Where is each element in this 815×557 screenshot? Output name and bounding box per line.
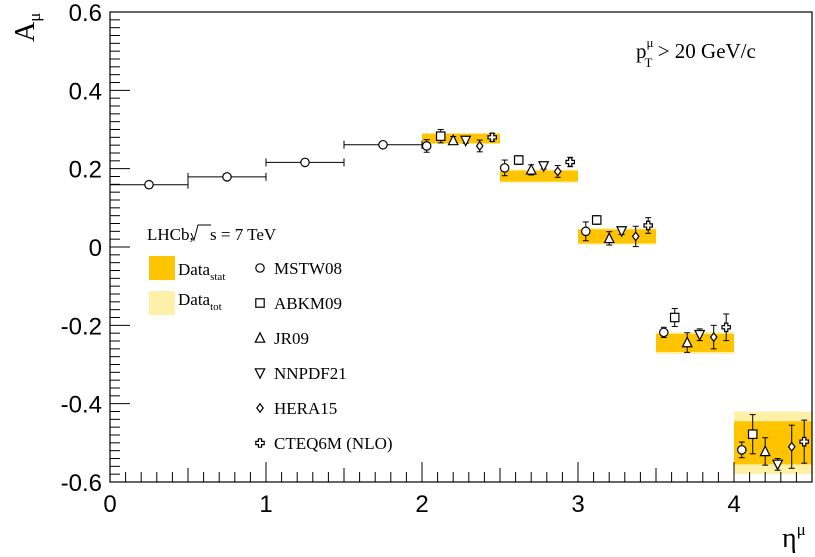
legend-marker-0 — [255, 263, 265, 273]
data-point — [144, 179, 154, 190]
series-legend: MSTW08 ABKM09 JR09 NNPDF21 HERA15 CTEQ6M (NLO… — [254, 259, 393, 453]
legend-label-4: HERA15 — [274, 399, 337, 418]
legend-marker-2 — [254, 331, 266, 343]
data-point — [658, 327, 669, 338]
experiment-label: LHCb, s = 7 TeV — [147, 225, 277, 244]
data-point — [709, 331, 718, 343]
y-tick-label: 0.2 — [69, 157, 102, 184]
data-point — [694, 329, 706, 342]
data-point — [499, 163, 510, 173]
y-tick-label: -0.2 — [61, 313, 102, 340]
data-point — [591, 215, 602, 225]
legend-swatch-stat — [149, 256, 175, 280]
data-point — [435, 131, 446, 141]
y-axis-title: Aμ — [10, 13, 44, 42]
data-stat-band-3 — [656, 333, 734, 352]
axis-ticks: -0.6 -0.4 -0.2 0 0.2 0.4 0.6 0 1 2 3 4 — [61, 0, 813, 518]
series-mstw08 — [109, 139, 747, 459]
legend-label-5: CTEQ6M (NLO) — [274, 434, 393, 453]
x-tick-label: 1 — [259, 491, 272, 518]
legend-label-stat: Datastat — [178, 260, 225, 283]
sqrt-symbol — [190, 224, 211, 242]
data-point — [616, 226, 628, 238]
data-point — [421, 141, 432, 151]
data-point — [580, 226, 591, 237]
data-point — [759, 444, 771, 457]
data-point — [475, 140, 484, 152]
data-point — [460, 135, 472, 148]
y-tick-label: -0.4 — [61, 392, 102, 419]
data-point — [643, 220, 654, 231]
y-tick-label: 0.6 — [69, 0, 102, 27]
legend-swatch-tot — [149, 291, 175, 315]
data-stat-band-0 — [422, 133, 500, 144]
x-tick-label: 2 — [415, 491, 428, 518]
legend-label-tot: Datatot — [178, 290, 222, 313]
data-point — [553, 166, 562, 177]
data-point — [669, 312, 680, 323]
y-tick-label: -0.6 — [61, 470, 102, 497]
data-stat-band-4 — [734, 421, 812, 465]
data-point — [513, 155, 524, 165]
data-point — [487, 132, 497, 143]
series-layer — [109, 129, 810, 471]
data-point — [631, 231, 640, 242]
series-hera15 — [475, 139, 796, 469]
data-point — [721, 322, 732, 333]
legend-label-1: ABKM09 — [274, 294, 342, 313]
data-point — [538, 161, 550, 173]
data-point — [603, 231, 615, 244]
data-point — [565, 157, 576, 167]
y-tick-label: 0 — [89, 235, 102, 262]
data-point — [787, 441, 796, 452]
series-cteq6m-nlo- — [487, 132, 810, 464]
data-point — [300, 157, 310, 168]
data-point — [681, 336, 693, 348]
legend-label-2: JR09 — [274, 329, 309, 348]
series-jr09 — [447, 133, 771, 466]
data-point — [799, 436, 810, 447]
pt-cut-annotation: pμ T > 20 GeV/c — [636, 35, 756, 70]
data-point — [747, 429, 758, 440]
series-nnpdf21 — [460, 135, 784, 471]
legend-label-0: MSTW08 — [274, 259, 342, 278]
legend-marker-4 — [256, 402, 264, 414]
y-tick-label: 0.4 — [69, 78, 102, 105]
x-axis-title: ημ — [782, 520, 806, 554]
legend-label-3: NNPDF21 — [274, 364, 347, 383]
data-point — [447, 133, 459, 146]
data-point — [222, 172, 232, 182]
series-abkm09 — [435, 129, 758, 455]
legend-marker-3 — [254, 368, 266, 380]
data-point — [736, 445, 747, 455]
data-point — [378, 139, 388, 150]
x-tick-label: 0 — [103, 491, 116, 518]
legend-marker-1 — [255, 298, 265, 308]
data-point — [525, 163, 537, 175]
data-point — [772, 459, 784, 471]
x-tick-label: 3 — [571, 491, 584, 518]
data-stat-band-1 — [500, 170, 578, 182]
legend-marker-5 — [255, 438, 265, 448]
x-tick-label: 4 — [727, 491, 740, 518]
